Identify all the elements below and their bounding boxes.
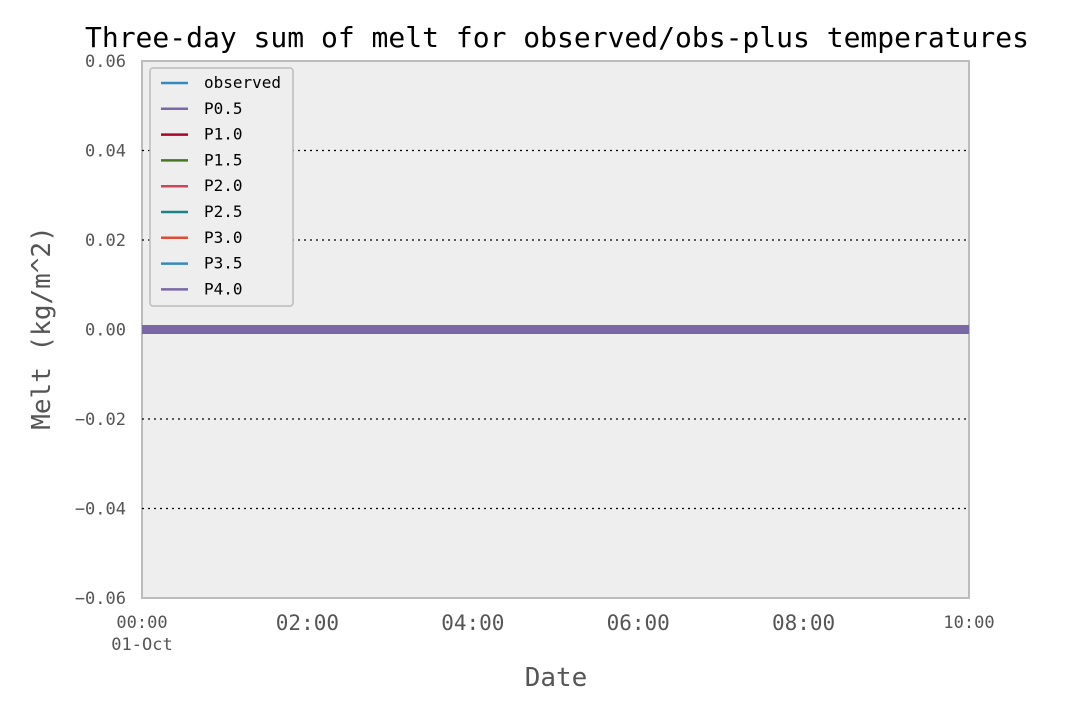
- legend-label: P1.5: [204, 150, 243, 169]
- legend: observed P0.5 P1.0 P1.5 P2.0 P2.5 P3.0 P3.5 P4.0: [149, 67, 294, 307]
- legend-label: P2.5: [204, 202, 243, 221]
- x-tick-label: 10:00: [943, 613, 994, 633]
- y-tick-label: 0.04: [85, 142, 126, 162]
- y-tick-label: −0.02: [75, 410, 126, 430]
- legend-label: P2.0: [204, 176, 243, 195]
- legend-label: P1.0: [204, 125, 243, 144]
- x-tick-label: 00:00: [116, 613, 167, 633]
- y-tick-label: 0.02: [85, 231, 126, 251]
- legend-label: observed: [204, 73, 281, 92]
- y-tick-label: −0.06: [75, 589, 126, 609]
- legend-box: [149, 67, 294, 307]
- y-tick-label: 0.06: [85, 52, 126, 72]
- legend-label: P3.0: [204, 228, 243, 247]
- legend-label: P4.0: [204, 279, 243, 298]
- chart-title: Three-day sum of melt for observed/obs-p…: [85, 21, 1029, 54]
- x-tick-label: 06:00: [607, 611, 670, 635]
- x-tick-label: 02:00: [276, 611, 339, 635]
- x-tick-label: 08:00: [772, 611, 835, 635]
- x-axis-label: Date: [525, 663, 588, 693]
- legend-label: P0.5: [204, 99, 243, 118]
- y-tick-label: −0.04: [75, 500, 126, 520]
- y-axis-label: Melt (kg/m^2): [27, 226, 57, 430]
- y-tick-labels: −0.06 −0.04 −0.02 0.00 0.02 0.04 0.06: [75, 52, 126, 609]
- x-tick-label: 04:00: [441, 611, 504, 635]
- y-tick-label: 0.00: [85, 321, 126, 341]
- x-tick-sublabel: 01-Oct: [111, 635, 172, 655]
- legend-label: P3.5: [204, 254, 243, 273]
